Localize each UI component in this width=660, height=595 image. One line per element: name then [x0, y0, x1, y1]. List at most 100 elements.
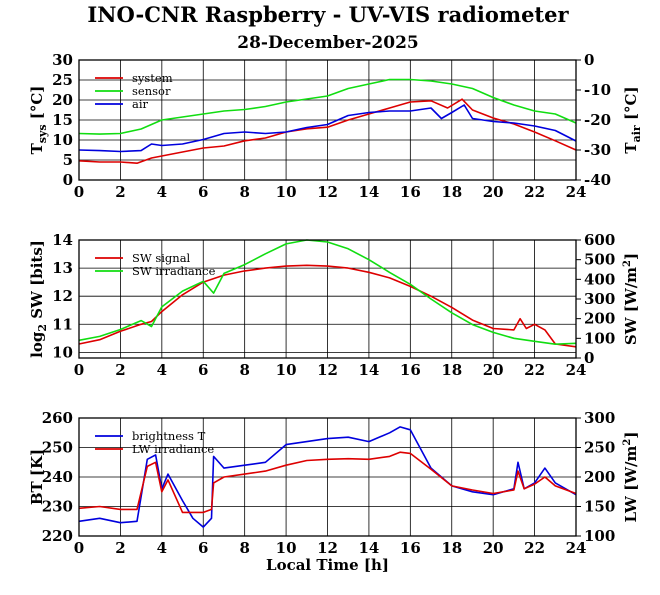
x-tick-label: 18 [441, 539, 462, 557]
legend-label: brightness T [132, 429, 206, 443]
y-left-tick-label: 250 [42, 439, 73, 457]
y-left-tick-label: 20 [52, 91, 73, 109]
y-left-tick-label: 12 [52, 287, 73, 305]
x-tick-label: 4 [157, 539, 167, 557]
y-right-tick-label: 100 [584, 527, 615, 545]
y-right-axis-label: Tair [°C] [622, 86, 643, 153]
x-tick-label: 12 [317, 183, 338, 201]
series-line-air [78, 104, 577, 153]
y-left-tick-label: 15 [52, 111, 73, 129]
y-right-tick-label: 150 [584, 498, 615, 516]
x-tick-label: 8 [239, 539, 249, 557]
x-tick-label: 14 [358, 539, 379, 557]
chart-panel-longwave: 0 2 4 6 8 10 12 14 16 18 20 22 242202302402502601001… [28, 409, 640, 574]
y-left-tick-label: 30 [52, 51, 73, 69]
y-left-tick-label: 220 [42, 527, 73, 545]
y-right-tick-label: 0 [584, 51, 594, 69]
x-tick-label: 2 [115, 539, 125, 557]
figure-subtitle: 28-December-2025 [237, 33, 418, 53]
x-tick-label: 22 [524, 539, 545, 557]
x-tick-label: 12 [317, 361, 338, 379]
y-right-tick-label: -20 [584, 111, 611, 129]
x-tick-label: 12 [317, 539, 338, 557]
legend-label: sensor [132, 84, 171, 98]
x-tick-label: 24 [566, 183, 587, 201]
x-tick-label: 2 [115, 361, 125, 379]
y-left-tick-label: 11 [52, 315, 73, 333]
x-tick-label: 22 [524, 361, 545, 379]
y-left-tick-label: 0 [63, 171, 73, 189]
x-tick-label: 20 [483, 539, 504, 557]
y-right-tick-label: 300 [584, 409, 615, 427]
y-left-tick-label: 230 [42, 498, 73, 516]
x-tick-label: 20 [483, 361, 504, 379]
x-tick-label: 10 [276, 183, 297, 201]
y-right-axis-label: SW [W/m2] [622, 253, 640, 345]
x-tick-label: 10 [276, 539, 297, 557]
y-right-tick-label: -30 [584, 141, 611, 159]
y-right-tick-label: -40 [584, 171, 611, 189]
x-tick-label: 8 [239, 361, 249, 379]
x-tick-label: 4 [157, 361, 167, 379]
y-right-tick-label: 200 [584, 310, 615, 328]
x-tick-label: 14 [358, 361, 379, 379]
x-tick-label: 16 [400, 183, 421, 201]
y-right-axis-label: LW [W/m2] [622, 432, 640, 523]
series-line-system [78, 98, 577, 164]
x-tick-label: 4 [157, 183, 167, 201]
x-tick-label: 22 [524, 183, 545, 201]
series-line-sensor [78, 78, 577, 135]
y-right-tick-label: 300 [584, 290, 615, 308]
legend-label: SW irradiance [132, 264, 216, 278]
x-tick-label: 18 [441, 183, 462, 201]
y-right-tick-label: 400 [584, 270, 615, 288]
x-tick-label: 6 [198, 539, 208, 557]
x-axis-label: Local Time [h] [266, 556, 389, 574]
legend-label: system [132, 71, 173, 85]
chart-panel-shortwave: 0 2 4 6 8 10 12 14 16 18 20 22 241011121314010020030… [28, 231, 640, 379]
y-right-tick-label: 500 [584, 251, 615, 269]
y-left-tick-label: 10 [52, 131, 73, 149]
y-left-tick-label: 5 [63, 151, 73, 169]
y-left-tick-label: 25 [52, 71, 73, 89]
x-tick-label: 24 [566, 539, 587, 557]
y-left-axis-label: BT [K] [28, 449, 46, 505]
series-line-lw-irradiance [78, 451, 577, 514]
x-tick-label: 20 [483, 183, 504, 201]
y-right-tick-label: -10 [584, 81, 611, 99]
x-tick-label: 0 [74, 361, 84, 379]
y-left-tick-label: 240 [42, 468, 73, 486]
y-left-tick-label: 13 [52, 259, 73, 277]
x-tick-label: 16 [400, 361, 421, 379]
y-left-axis-label: log2 SW [bits] [28, 240, 49, 358]
y-left-tick-label: 10 [52, 343, 73, 361]
plot-frame [78, 59, 577, 181]
x-tick-label: 6 [198, 361, 208, 379]
y-right-tick-label: 600 [584, 231, 615, 249]
x-tick-label: 18 [441, 361, 462, 379]
x-tick-label: 2 [115, 183, 125, 201]
y-left-axis-label: Tsys [°C] [28, 86, 49, 155]
x-tick-label: 24 [566, 361, 587, 379]
y-right-tick-label: 0 [584, 349, 594, 367]
y-right-tick-label: 250 [584, 439, 615, 457]
x-tick-label: 16 [400, 539, 421, 557]
x-tick-label: 0 [74, 183, 84, 201]
legend-label: LW irradiance [132, 442, 214, 456]
figure-title: INO-CNR Raspberry - UV-VIS radiometer [87, 2, 569, 27]
x-tick-label: 8 [239, 183, 249, 201]
x-tick-label: 14 [358, 183, 379, 201]
plot-frame [78, 417, 577, 537]
x-tick-label: 6 [198, 183, 208, 201]
y-right-tick-label: 100 [584, 329, 615, 347]
plot-frame [78, 239, 577, 359]
legend-label: air [132, 97, 149, 111]
y-left-tick-label: 14 [52, 231, 73, 249]
legend-label: SW signal [132, 251, 191, 265]
chart-panel-temperatures: 0 2 4 6 8 10 12 14 16 18 20 22 24051015202530-40-30-… [28, 51, 643, 201]
y-left-tick-label: 260 [42, 409, 73, 427]
x-tick-label: 0 [74, 539, 84, 557]
y-right-tick-label: 200 [584, 468, 615, 486]
x-tick-label: 10 [276, 361, 297, 379]
